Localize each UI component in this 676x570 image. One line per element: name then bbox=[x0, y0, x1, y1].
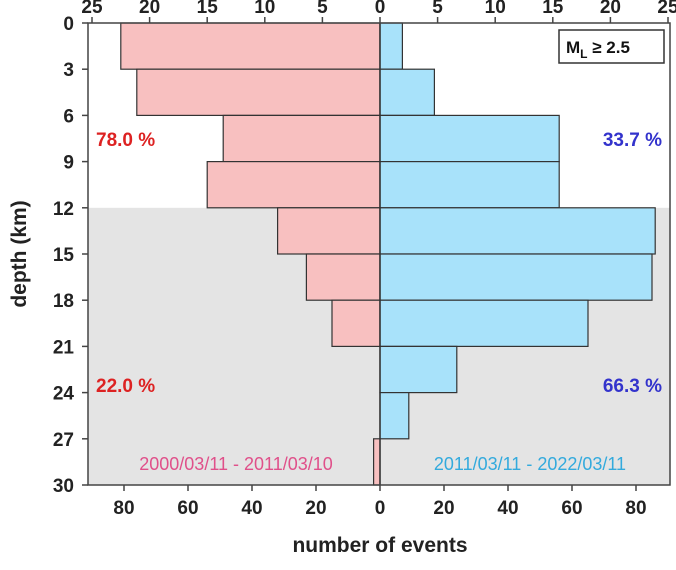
x-tick-label: 40 bbox=[497, 498, 518, 519]
x-tick-label: 40 bbox=[241, 498, 262, 519]
left-period-label: 2000/03/11 - 2011/03/10 bbox=[139, 454, 333, 474]
legend-sub: L bbox=[580, 47, 587, 61]
bars-left-series bbox=[120, 22, 381, 486]
x-tick-label: 80 bbox=[625, 498, 646, 519]
y-axis-title: depth (km) bbox=[8, 200, 31, 307]
bar-right-24-27 bbox=[379, 392, 410, 440]
bar-left-6-9 bbox=[222, 114, 381, 163]
depth-tick-label: 15 bbox=[53, 245, 75, 266]
bar-left-15-18 bbox=[305, 253, 381, 301]
depth-tick-label: 12 bbox=[53, 199, 74, 220]
top-tick-label: 10 bbox=[485, 0, 506, 18]
lower-left-percent: 22.0 % bbox=[96, 376, 155, 397]
depth-tick-label: 6 bbox=[63, 106, 74, 127]
top-tick-label: 5 bbox=[317, 0, 328, 18]
upper-left-percent: 78.0 % bbox=[96, 130, 155, 151]
x-tick-label: 60 bbox=[561, 498, 582, 519]
depth-tick-label: 24 bbox=[53, 384, 75, 405]
depth-tick-label: 27 bbox=[53, 430, 74, 451]
bar-right-21-24 bbox=[379, 345, 458, 394]
top-tick-label: 15 bbox=[197, 0, 219, 18]
bar-left-9-12 bbox=[206, 161, 381, 209]
top-tick-label: 5 bbox=[432, 0, 443, 18]
top-tick-label: 25 bbox=[81, 0, 103, 18]
x-tick-label: 60 bbox=[177, 498, 198, 519]
bar-right-12-15 bbox=[379, 207, 656, 255]
bar-right-15-18 bbox=[379, 253, 653, 301]
top-axis: 25 20 15 10 5 0 5 10 15 20 25 bbox=[81, 0, 676, 23]
x-tick-label: 0 bbox=[375, 498, 386, 519]
x-axis-title: number of events bbox=[292, 534, 467, 557]
top-tick-label: 0 bbox=[375, 0, 386, 18]
top-tick-label: 10 bbox=[254, 0, 275, 18]
bar-left-27-30 bbox=[373, 438, 381, 486]
bars-right-series bbox=[379, 22, 656, 440]
bar-left-3-6 bbox=[136, 68, 381, 116]
legend-rest: ≥ 2.5 bbox=[588, 38, 630, 57]
magnitude-legend-box: ML ≥ 2.5 bbox=[558, 29, 665, 64]
bar-right-0-3 bbox=[379, 22, 403, 70]
depth-axis: 0 3 6 9 12 15 18 21 24 27 30 bbox=[53, 14, 88, 497]
depth-tick-label: 0 bbox=[63, 14, 74, 35]
top-tick-label: 25 bbox=[657, 0, 676, 18]
depth-tick-label: 30 bbox=[53, 476, 74, 497]
top-tick-label: 20 bbox=[139, 0, 160, 18]
top-tick-label: 20 bbox=[600, 0, 621, 18]
bar-left-12-15 bbox=[277, 207, 381, 255]
svg-text:ML ≥ 2.5: ML ≥ 2.5 bbox=[566, 38, 630, 61]
bar-right-6-9 bbox=[379, 114, 560, 163]
bar-left-0-3 bbox=[120, 22, 381, 70]
bottom-axis: 80 60 40 20 0 20 40 60 80 bbox=[113, 485, 647, 519]
depth-tick-label: 3 bbox=[63, 60, 74, 81]
lower-right-percent: 66.3 % bbox=[603, 376, 662, 397]
legend-main: M bbox=[566, 38, 580, 57]
bar-right-18-21 bbox=[379, 299, 589, 348]
bar-left-18-21 bbox=[331, 299, 381, 348]
depth-tick-label: 9 bbox=[63, 153, 74, 174]
depth-tick-label: 18 bbox=[53, 291, 74, 312]
top-tick-label: 15 bbox=[542, 0, 564, 18]
upper-right-percent: 33.7 % bbox=[603, 130, 662, 151]
x-tick-label: 80 bbox=[113, 498, 134, 519]
bar-right-3-6 bbox=[379, 68, 436, 116]
x-tick-label: 20 bbox=[433, 498, 454, 519]
right-period-label: 2011/03/11 - 2022/03/11 bbox=[434, 454, 626, 474]
depth-tick-label: 21 bbox=[53, 337, 75, 358]
bar-right-9-12 bbox=[379, 161, 560, 209]
x-tick-label: 20 bbox=[305, 498, 326, 519]
